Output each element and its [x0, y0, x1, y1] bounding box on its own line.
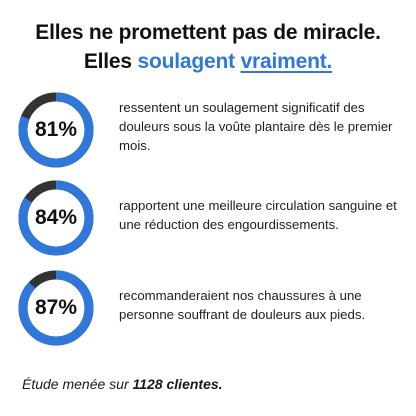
stat-item-3: 87% recommanderaient nos chaussures à un… [16, 268, 400, 348]
progress-ring-3: 87% [16, 268, 96, 348]
progress-ring-2: 84% [16, 178, 96, 258]
footer-note: Étude menée sur 1128 clientes. [22, 376, 402, 392]
headline-prefix: Elles [83, 50, 138, 73]
percent-label-1: 81% [34, 118, 78, 141]
stat-description-1: ressentent un soulagement significatif d… [119, 100, 393, 153]
progress-ring-1: 81% [16, 90, 96, 170]
ring-progress-3 [18, 270, 94, 346]
percent-label-2: 84% [34, 206, 78, 229]
footer-count: 1128 clientes. [132, 376, 223, 392]
footer-prefix: Étude menée sur [22, 376, 133, 392]
headline-accent-soulagent: soulagent [137, 50, 236, 73]
ring-graphic-1 [18, 92, 94, 168]
stat-item-1: 81% ressentent un soulagement significat… [16, 90, 400, 170]
ring-graphic-3 [18, 270, 94, 346]
headline-line-1: Elles ne promettent pas de miracle. [35, 21, 381, 44]
headline-accent-vraiment: vraiment. [240, 50, 333, 73]
stat-description-2: rapportent une meilleure circulation san… [119, 198, 397, 232]
headline-line-2: Elles soulagent vraiment. [0, 47, 416, 76]
percent-label-3: 87% [34, 296, 78, 319]
headline: Elles ne promettent pas de miracle. Elle… [0, 18, 416, 76]
stat-description-3: recommanderaient nos chaussures à une pe… [119, 288, 366, 322]
ring-graphic-2 [18, 180, 94, 256]
ring-progress-1 [18, 92, 94, 168]
ring-progress-2 [18, 180, 94, 256]
stat-item-2: 84% rapportent une meilleure circulation… [16, 178, 400, 258]
